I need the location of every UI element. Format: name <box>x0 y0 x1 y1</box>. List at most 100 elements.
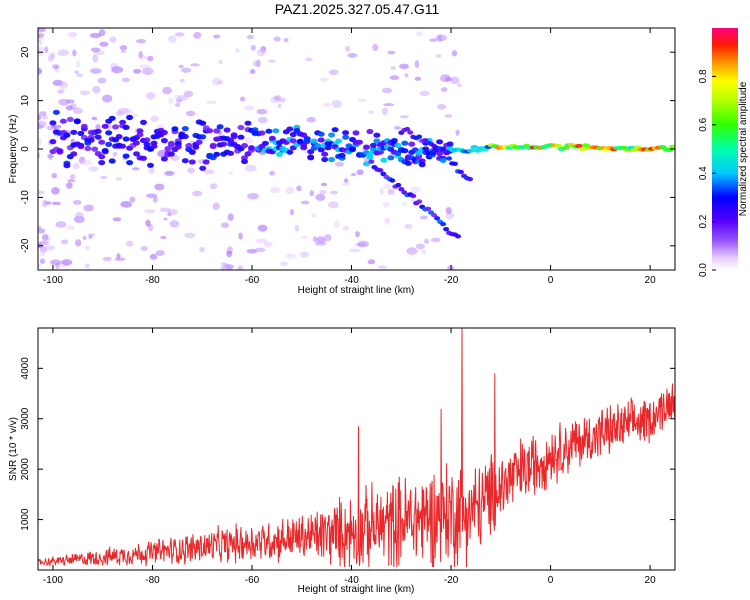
spectrogram-track-cell <box>363 144 370 150</box>
spectrogram-noise-cell <box>112 151 118 157</box>
spectrogram-noise-cell <box>72 199 82 205</box>
spectrogram-noise-cell <box>112 217 122 222</box>
spectrogram-noise-cell <box>301 235 308 239</box>
spectrogram-noise-cell <box>133 68 142 74</box>
snr-y-tick-label: 4000 <box>20 357 31 380</box>
spectrogram-noise-cell <box>379 187 384 196</box>
spectrogram-noise-cell <box>436 103 447 110</box>
spectrogram-noise-cell <box>65 105 74 111</box>
spectrogram-track-cell <box>167 142 175 148</box>
spectrogram-noise-cell <box>58 98 70 106</box>
spectrogram-y-tick-label: -10 <box>20 190 31 205</box>
spectrogram-track-cell <box>436 139 444 145</box>
spectrogram-noise-cell <box>51 187 60 195</box>
spectrogram-branch-cell <box>416 134 423 139</box>
spectrogram-branch-cell <box>446 156 453 161</box>
spectrogram-track-cell <box>105 130 113 136</box>
spectrogram-noise-cell <box>435 54 442 58</box>
spectrogram-noise-cell <box>184 232 196 239</box>
spectrogram-noise-cell <box>415 243 425 250</box>
spectrogram-noise-cell <box>257 224 268 232</box>
spectrogram-noise-cell <box>399 63 409 70</box>
spectrogram-branch-cell <box>458 169 464 175</box>
spectrogram-noise-cell <box>228 171 234 176</box>
spectrogram-noise-cell <box>92 85 101 94</box>
spectrogram-track-cell <box>342 134 350 140</box>
spectrogram-x-tick-label: -20 <box>444 275 459 286</box>
spectrogram-track-cell <box>331 127 339 133</box>
spectrogram-noise-cell <box>84 263 90 269</box>
spectrogram-noise-cell <box>87 233 96 237</box>
spectrogram-noise-cell <box>92 54 98 63</box>
spectrogram-branch-cell <box>431 143 438 149</box>
spectrogram-noise-cell <box>69 173 76 180</box>
spectrogram-noise-cell <box>47 54 54 62</box>
spectrogram-track-cell <box>87 137 95 143</box>
spectrogram-noise-cell <box>456 83 463 88</box>
spectrogram-noise-cell <box>48 154 53 160</box>
spectrogram-noise-cell <box>49 259 62 266</box>
spectrogram-noise-cell <box>430 237 441 243</box>
spectrogram-branch-cell <box>440 221 447 227</box>
spectrogram-y-axis: -20 -10 0 10 20 <box>20 46 675 253</box>
spectrogram-noise-cell <box>285 253 297 259</box>
spectrogram-noise-cell <box>357 240 369 248</box>
spectrogram-y-tick-label: -20 <box>20 238 31 253</box>
spectrogram-track-cell <box>300 132 308 138</box>
spectrogram-noise-cell <box>75 239 82 247</box>
spectrogram-noise-cell <box>51 124 62 130</box>
spectrogram-noise-cell <box>221 222 230 229</box>
spectrogram-noise-cell <box>57 89 65 94</box>
spectrogram-noise-cell <box>136 38 147 44</box>
spectrogram-noise-cell <box>138 50 143 59</box>
spectrogram-track-cell <box>352 130 360 136</box>
spectrogram-branch-cell <box>404 126 411 132</box>
spectrogram-x-tick-label: -80 <box>145 275 160 286</box>
spectrogram-noise-cell <box>227 213 234 221</box>
spectrogram-track-cell <box>108 115 116 121</box>
spectrogram-noise-cell <box>356 169 364 176</box>
colorbar-tick-label: 0.6 <box>698 117 709 131</box>
spectrogram-track-cell <box>380 157 388 163</box>
spectrogram-track-cell <box>314 143 322 149</box>
spectrogram-noise-cell <box>74 70 80 75</box>
spectrogram-noise-cell <box>115 177 123 181</box>
spectrogram-track-cell <box>181 133 189 140</box>
spectrogram-noise-cell <box>139 64 151 69</box>
colorbar-ticks: 0.0 0.2 0.4 0.6 0.8 <box>698 69 716 277</box>
spectrogram-x-label: Height of straight line (km) <box>298 285 415 296</box>
spectrogram-track-cell <box>363 161 370 167</box>
spectrogram-track-cell <box>133 151 140 157</box>
snr-x-label: Height of straight line (km) <box>298 584 415 595</box>
spectrogram-noise-cell <box>72 49 77 57</box>
spectrogram-noise-cell <box>279 97 286 103</box>
spectrogram-x-tick-label: -100 <box>43 275 63 286</box>
snr-series-line <box>38 328 675 568</box>
spectrogram-noise-cell <box>154 183 165 191</box>
spectrogram-track-cell <box>324 145 332 151</box>
spectrogram-noise-cell <box>331 100 342 109</box>
spectrogram-noise-cell <box>343 178 349 183</box>
spectrogram-noise-cell <box>205 100 217 105</box>
spectrogram-noise-cell <box>399 115 410 119</box>
spectrogram-noise-cell <box>345 45 350 52</box>
spectrogram-noise-cell <box>38 225 42 230</box>
spectrogram-noise-cell <box>406 247 418 255</box>
spectrogram-track-cell <box>244 151 252 157</box>
spectrogram-noise-cell <box>341 181 351 187</box>
spectrogram-track-cell <box>66 116 74 122</box>
spectrogram-noise-cell <box>368 110 374 115</box>
spectrogram-noise-cell <box>185 110 196 117</box>
spectrogram-noise-cell <box>445 206 452 214</box>
spectrogram-noise-cell <box>100 175 108 180</box>
spectrogram-noise-cell <box>116 253 121 259</box>
spectrogram-noise-cell <box>111 66 124 74</box>
spectrogram-noise-cell <box>38 138 42 143</box>
spectrogram-branch-cell <box>395 182 402 188</box>
spectrogram-noise-cell <box>145 219 151 227</box>
spectrogram-noise-cell <box>270 187 280 194</box>
spectrogram-noise-cell <box>45 201 52 205</box>
spectrogram-noise-cell <box>349 248 361 253</box>
spectrogram-branch-cell <box>377 168 384 173</box>
spectrogram-track-cell <box>140 119 147 125</box>
